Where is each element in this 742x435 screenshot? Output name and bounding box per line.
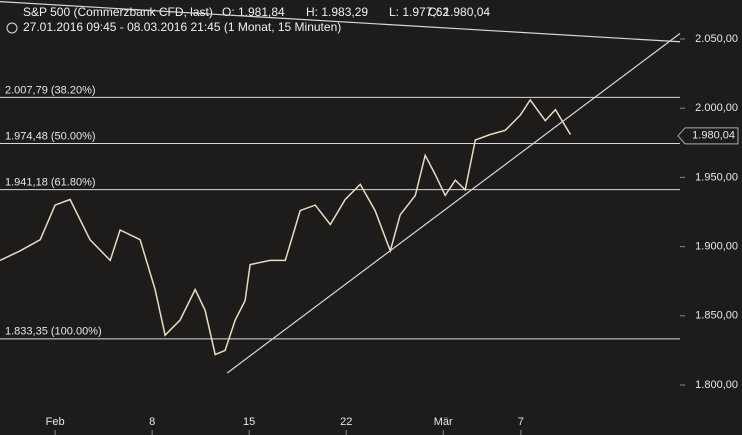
y-tick-label: 2.000,00: [695, 102, 738, 114]
y-tick-label: 1.800,00: [695, 379, 738, 391]
y-tick-label: 2.050,00: [695, 33, 738, 45]
instrument: S&P 500 (Commerzbank CFD, last): [23, 5, 213, 19]
y-tick-label: 1.900,00: [695, 241, 738, 253]
close: C: 1.980,04: [428, 5, 490, 19]
trendline: [226, 32, 681, 374]
low: L: 1.977,62: [389, 5, 449, 19]
x-tick-label: Feb: [46, 416, 65, 428]
x-tick-label: 15: [243, 416, 255, 428]
date-range: 27.01.2016 09:45 - 08.03.2016 21:45 (1 M…: [23, 20, 341, 34]
last-price-label: 1.980,04: [692, 130, 735, 142]
y-tick-label: 1.850,00: [695, 310, 738, 322]
x-tick-label: 22: [340, 416, 352, 428]
y-tick-label: 1.950,00: [695, 171, 738, 183]
price-line: [0, 98, 572, 356]
last-price-tag: [677, 127, 739, 145]
trendline: [0, 1, 681, 43]
x-tick-label: 7: [518, 416, 524, 428]
fib-label: 1.833,35 (100.00%): [5, 326, 102, 338]
clock-icon: [6, 22, 18, 34]
fib-label: 2.007,79 (38.20%): [5, 84, 96, 96]
x-tick-label: Mär: [434, 416, 453, 428]
x-tick-label: 8: [149, 416, 155, 428]
fib-label: 1.941,18 (61.80%): [5, 177, 96, 189]
high: H: 1.983,29: [306, 5, 368, 19]
fib-label: 1.974,48 (50.00%): [5, 130, 96, 142]
